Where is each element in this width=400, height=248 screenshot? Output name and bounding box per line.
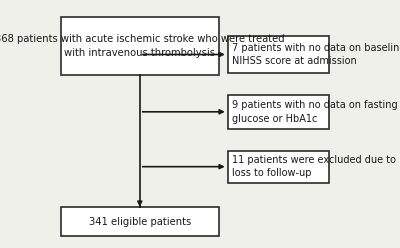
FancyBboxPatch shape — [228, 36, 328, 73]
Text: 341 eligible patients: 341 eligible patients — [89, 217, 191, 226]
Text: 11 patients were excluded due to
loss to follow-up: 11 patients were excluded due to loss to… — [232, 155, 396, 179]
FancyBboxPatch shape — [228, 151, 328, 183]
FancyBboxPatch shape — [228, 95, 328, 129]
FancyBboxPatch shape — [60, 207, 219, 236]
Text: 9 patients with no data on fasting
glucose or HbA1c: 9 patients with no data on fasting gluco… — [232, 100, 398, 124]
FancyBboxPatch shape — [60, 17, 219, 75]
Text: 7 patients with no data on baseline
NIHSS score at admission: 7 patients with no data on baseline NIHS… — [232, 43, 400, 66]
Text: 368 patients with acute ischemic stroke who were treated
with intravenous thromb: 368 patients with acute ischemic stroke … — [0, 34, 285, 58]
